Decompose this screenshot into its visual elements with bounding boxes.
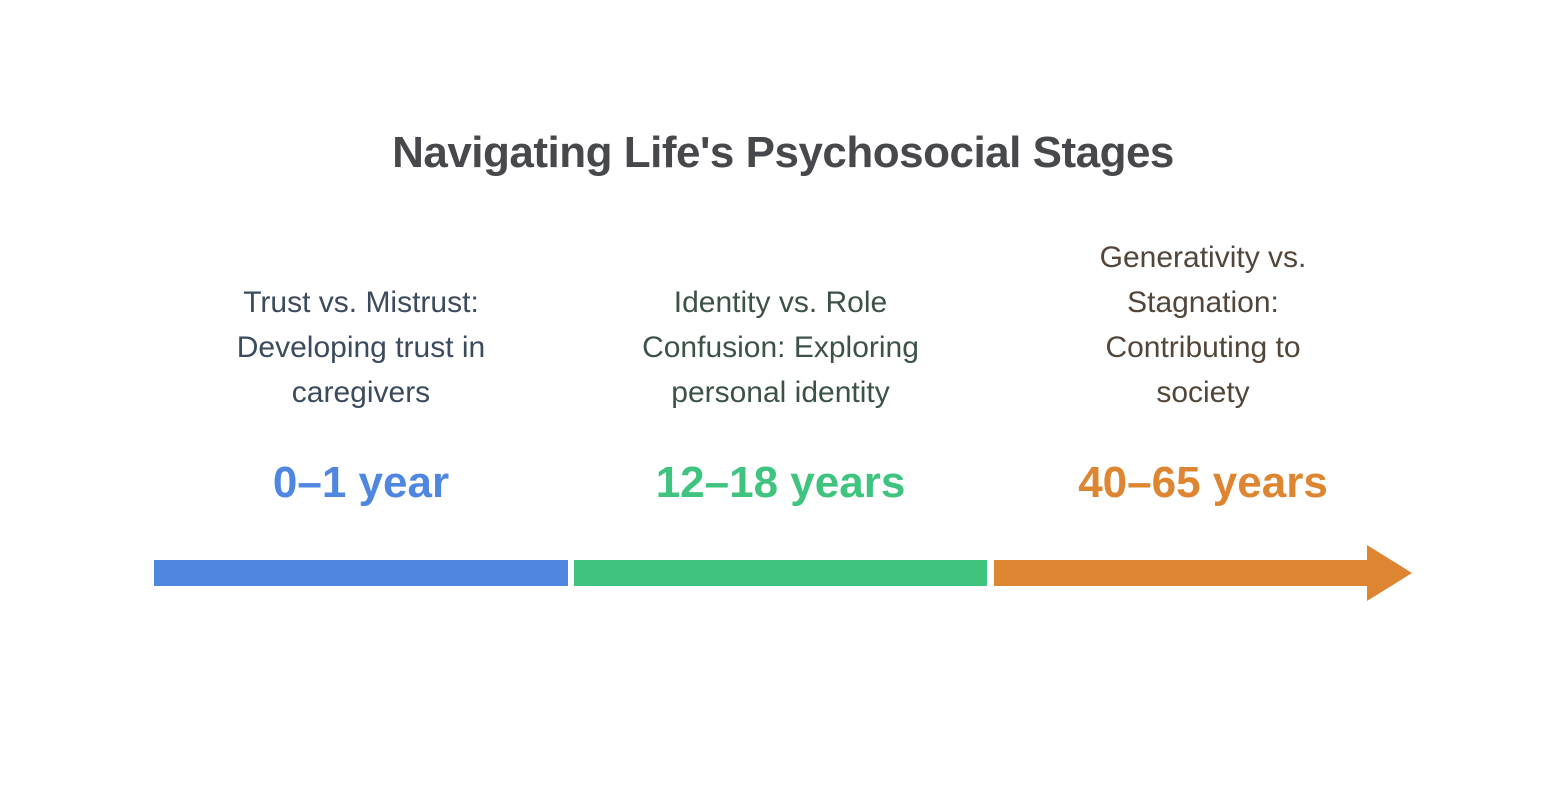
timeline-segment-stage-1 — [154, 560, 568, 586]
timeline-segment-stage-3 — [994, 560, 1367, 586]
page-title: Navigating Life's Psychosocial Stages — [392, 128, 1174, 177]
age-ranges-row: 0–1 year 12–18 years 40–65 years — [154, 458, 1412, 508]
stage-descriptions-row: Trust vs. Mistrust: Developing trust in … — [154, 235, 1412, 415]
stage-description-trust-vs-mistrust: Trust vs. Mistrust: Developing trust in … — [236, 286, 486, 409]
stage-description-identity-vs-role-confusion: Identity vs. Role Confusion: Exploring p… — [642, 286, 919, 409]
arrow-head-icon — [1367, 545, 1412, 601]
timeline-segment-stage-2 — [574, 560, 987, 586]
timeline-arrow — [154, 545, 1412, 601]
age-range-label-stage-1: 0–1 year — [272, 458, 450, 507]
diagram-content: Navigating Life's Psychosocial Stages Tr… — [154, 0, 1412, 601]
stage-description-generativity-vs-stagnation: Generativity vs. Stagnation: Contributin… — [1099, 241, 1307, 409]
age-range-label-stage-3: 40–65 years — [1078, 458, 1328, 507]
age-range-label-stage-2: 12–18 years — [655, 458, 906, 507]
